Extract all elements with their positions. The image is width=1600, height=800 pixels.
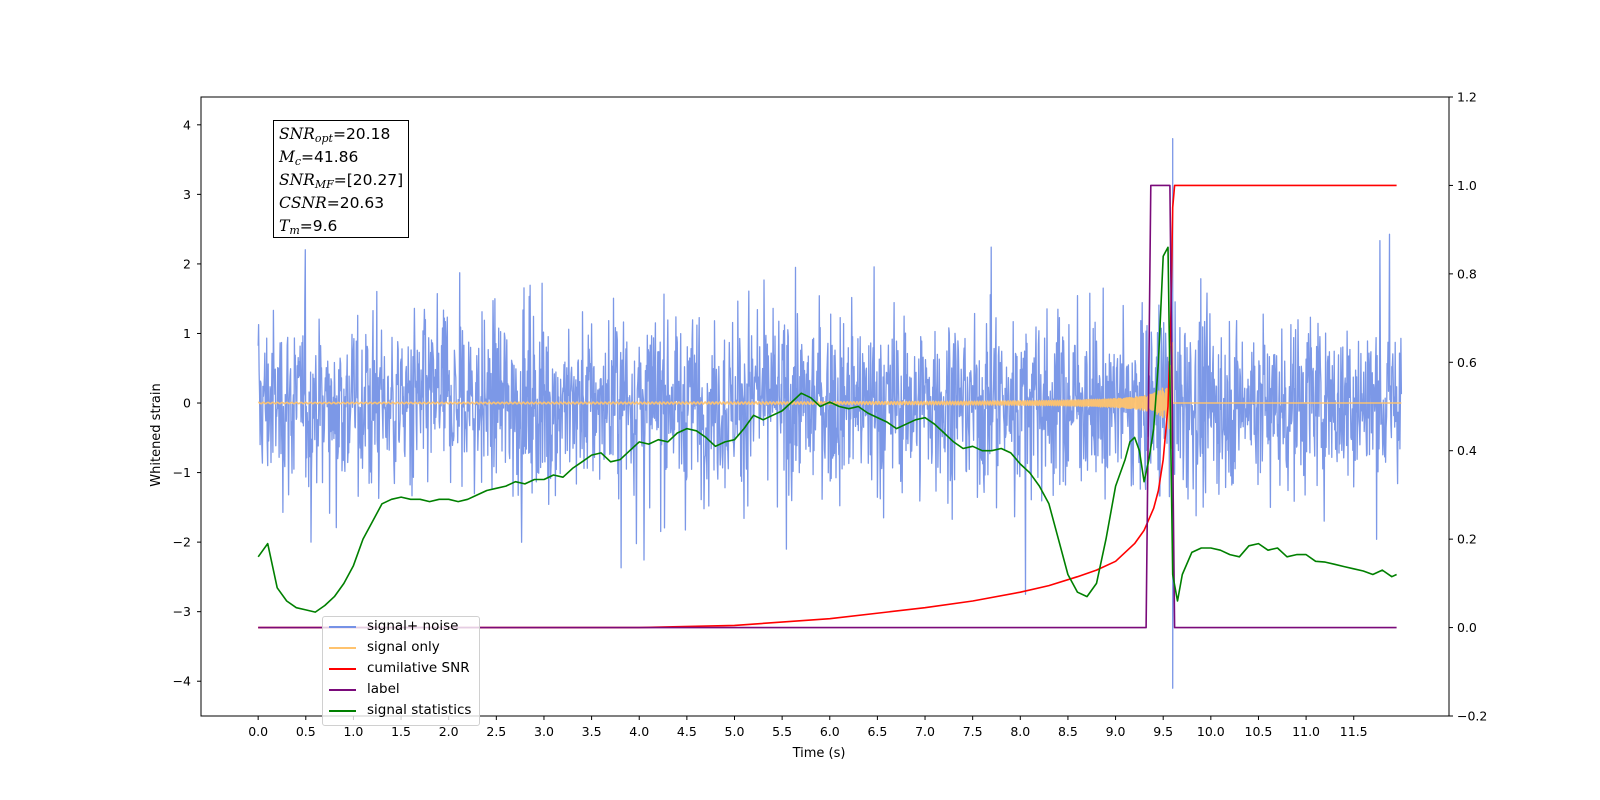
- legend-label: cumilative SNR: [367, 660, 470, 676]
- x-tick-label: 6.0: [820, 724, 840, 739]
- x-axis-label: Time (s): [792, 746, 846, 761]
- y-tick-label: 4: [183, 117, 191, 132]
- legend-item-signal-statistics: signal statistics: [323, 701, 479, 721]
- y-tick-label: 0: [183, 396, 191, 411]
- series-line-signal-statistics: [257, 246, 1397, 613]
- x-tick-label: 7.5: [963, 724, 983, 739]
- x-tick-label: 4.5: [677, 724, 697, 739]
- legend-item-signal-only: signal only: [323, 638, 479, 658]
- y-tick-label: −4: [173, 674, 191, 689]
- series-line-signal-noise: [257, 138, 1403, 689]
- x-tick-label: 5.5: [772, 724, 792, 739]
- x-tick-label: 11.0: [1292, 724, 1320, 739]
- y-axis-right: 1.2 1.0 0.8 0.6 0.4 0.2 0.0 −0.2: [1449, 90, 1487, 724]
- y2-tick-label: 1.0: [1457, 178, 1477, 193]
- x-tick-label: 2.0: [439, 724, 459, 739]
- legend-swatch: [329, 668, 356, 670]
- y2-tick-label: 0.8: [1457, 266, 1477, 281]
- legend-item-cumulative-snr: cumilative SNR: [323, 659, 479, 679]
- x-tick-label: 10.5: [1245, 724, 1273, 739]
- x-tick-label: 8.0: [1010, 724, 1030, 739]
- legend-swatch: [329, 647, 356, 649]
- x-tick-label: 5.0: [725, 724, 745, 739]
- annotation-csnr: CSNR=20.63: [279, 194, 385, 212]
- x-tick-label: 0.5: [296, 724, 316, 739]
- annotation-mc: Mc=41.86: [279, 148, 359, 168]
- x-tick-label: 4.0: [629, 724, 649, 739]
- y2-tick-label: 0.4: [1457, 443, 1477, 458]
- x-tick-label: 1.5: [391, 724, 411, 739]
- legend-swatch: [329, 626, 356, 628]
- legend-swatch: [329, 689, 356, 691]
- annotation-snr-mf: SNRMF=[20.27]: [279, 171, 404, 191]
- y2-tick-label: 0.2: [1457, 532, 1477, 547]
- y-tick-label: 1: [183, 326, 191, 341]
- x-axis: 0.0 0.5 1.0 1.5 2.0 2.5 3.0 3.5 4.0 4.5 5.0 5.5 6.0 6…: [248, 716, 1368, 739]
- x-tick-label: 2.5: [486, 724, 506, 739]
- x-tick-label: 3.0: [534, 724, 554, 739]
- y2-tick-label: 1.2: [1457, 90, 1477, 105]
- y2-tick-label: 0.6: [1457, 355, 1477, 370]
- x-tick-label: 1.0: [343, 724, 363, 739]
- stats-annotation-box: SNRopt=20.18 Mc=41.86 SNRMF=[20.27] CSNR…: [273, 120, 409, 238]
- legend-swatch: [329, 710, 356, 712]
- series-line-signal-only: [257, 342, 1402, 450]
- y2-tick-label: −0.2: [1457, 709, 1487, 724]
- x-tick-label: 7.0: [915, 724, 935, 739]
- legend-label: label: [367, 681, 400, 697]
- annotation-snr-opt: SNRopt=20.18: [279, 125, 391, 145]
- legend-label: signal statistics: [367, 702, 472, 718]
- y-axis-label: Whitened strain: [149, 383, 164, 486]
- annotation-tm: Tm=9.6: [279, 217, 338, 237]
- series-layer: [257, 138, 1403, 689]
- y-tick-label: −3: [173, 604, 191, 619]
- legend-label: signal only: [367, 639, 440, 655]
- x-tick-label: 3.5: [582, 724, 602, 739]
- legend-item-label: label: [323, 680, 479, 700]
- y-tick-label: −2: [173, 535, 191, 550]
- y-tick-label: 3: [183, 187, 191, 202]
- legend-item-signal-noise: signal+ noise: [323, 617, 479, 637]
- x-tick-label: 11.5: [1340, 724, 1368, 739]
- x-tick-label: 9.5: [1153, 724, 1173, 739]
- x-tick-label: 10.0: [1197, 724, 1225, 739]
- x-tick-label: 9.0: [1106, 724, 1126, 739]
- x-tick-label: 0.0: [248, 724, 268, 739]
- y-tick-label: −1: [173, 465, 191, 480]
- axes-frame: [200, 96, 1450, 717]
- x-tick-label: 8.5: [1058, 724, 1078, 739]
- y2-tick-label: 0.0: [1457, 620, 1477, 635]
- y-tick-label: 2: [183, 256, 191, 271]
- x-tick-label: 6.5: [867, 724, 887, 739]
- legend-label: signal+ noise: [367, 618, 459, 634]
- series-line-label: [258, 184, 1397, 629]
- legend: signal+ noise signal only cumilative SNR…: [322, 616, 480, 726]
- y-axis-left: 4 3 2 1 0 −1 −2 −3 −4: [173, 117, 201, 689]
